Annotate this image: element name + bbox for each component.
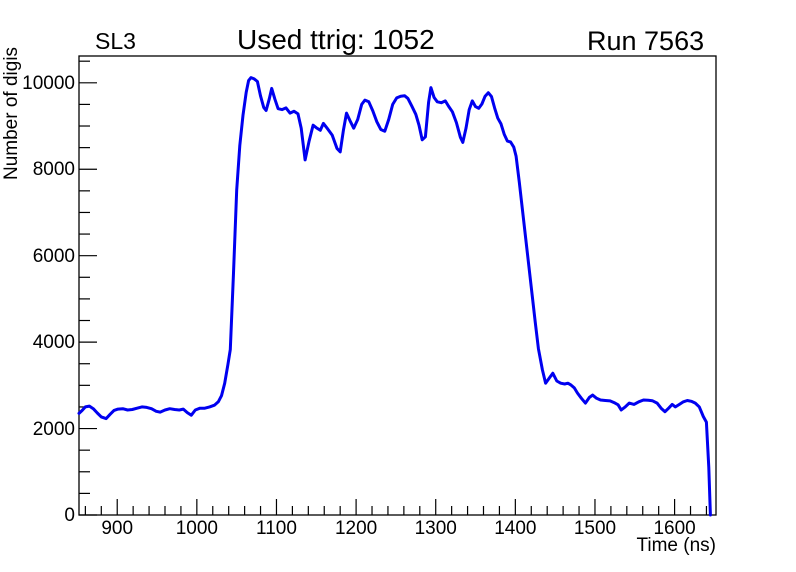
x-axis-title: Time (ns) — [636, 535, 716, 556]
x-tick-label: 900 — [101, 518, 134, 539]
pad-title-ttrig: Used ttrig: 1052 — [237, 24, 435, 55]
y-tick-label: 2000 — [32, 418, 75, 440]
x-tick-label: 1300 — [414, 518, 457, 539]
x-tick-label: 1600 — [653, 518, 696, 539]
y-tick-label: 0 — [64, 505, 75, 526]
histogram-line — [77, 76, 712, 517]
x-tick-label: 1000 — [175, 518, 218, 539]
x-tick-label: 1400 — [494, 518, 537, 539]
y-tick-label: 6000 — [32, 245, 75, 267]
y-tick-label: 4000 — [32, 332, 75, 354]
x-tick-label: 1500 — [573, 518, 617, 539]
pad-title-run: Run 7563 — [587, 26, 705, 56]
y-tick-label: 10000 — [22, 72, 75, 94]
y-tick-label: 8000 — [32, 159, 75, 181]
plot-frame — [78, 55, 717, 516]
x-tick-label: 1100 — [256, 518, 297, 539]
x-tick-label: 1200 — [334, 518, 378, 539]
pad-title-superlayer: SL3 — [95, 28, 136, 54]
